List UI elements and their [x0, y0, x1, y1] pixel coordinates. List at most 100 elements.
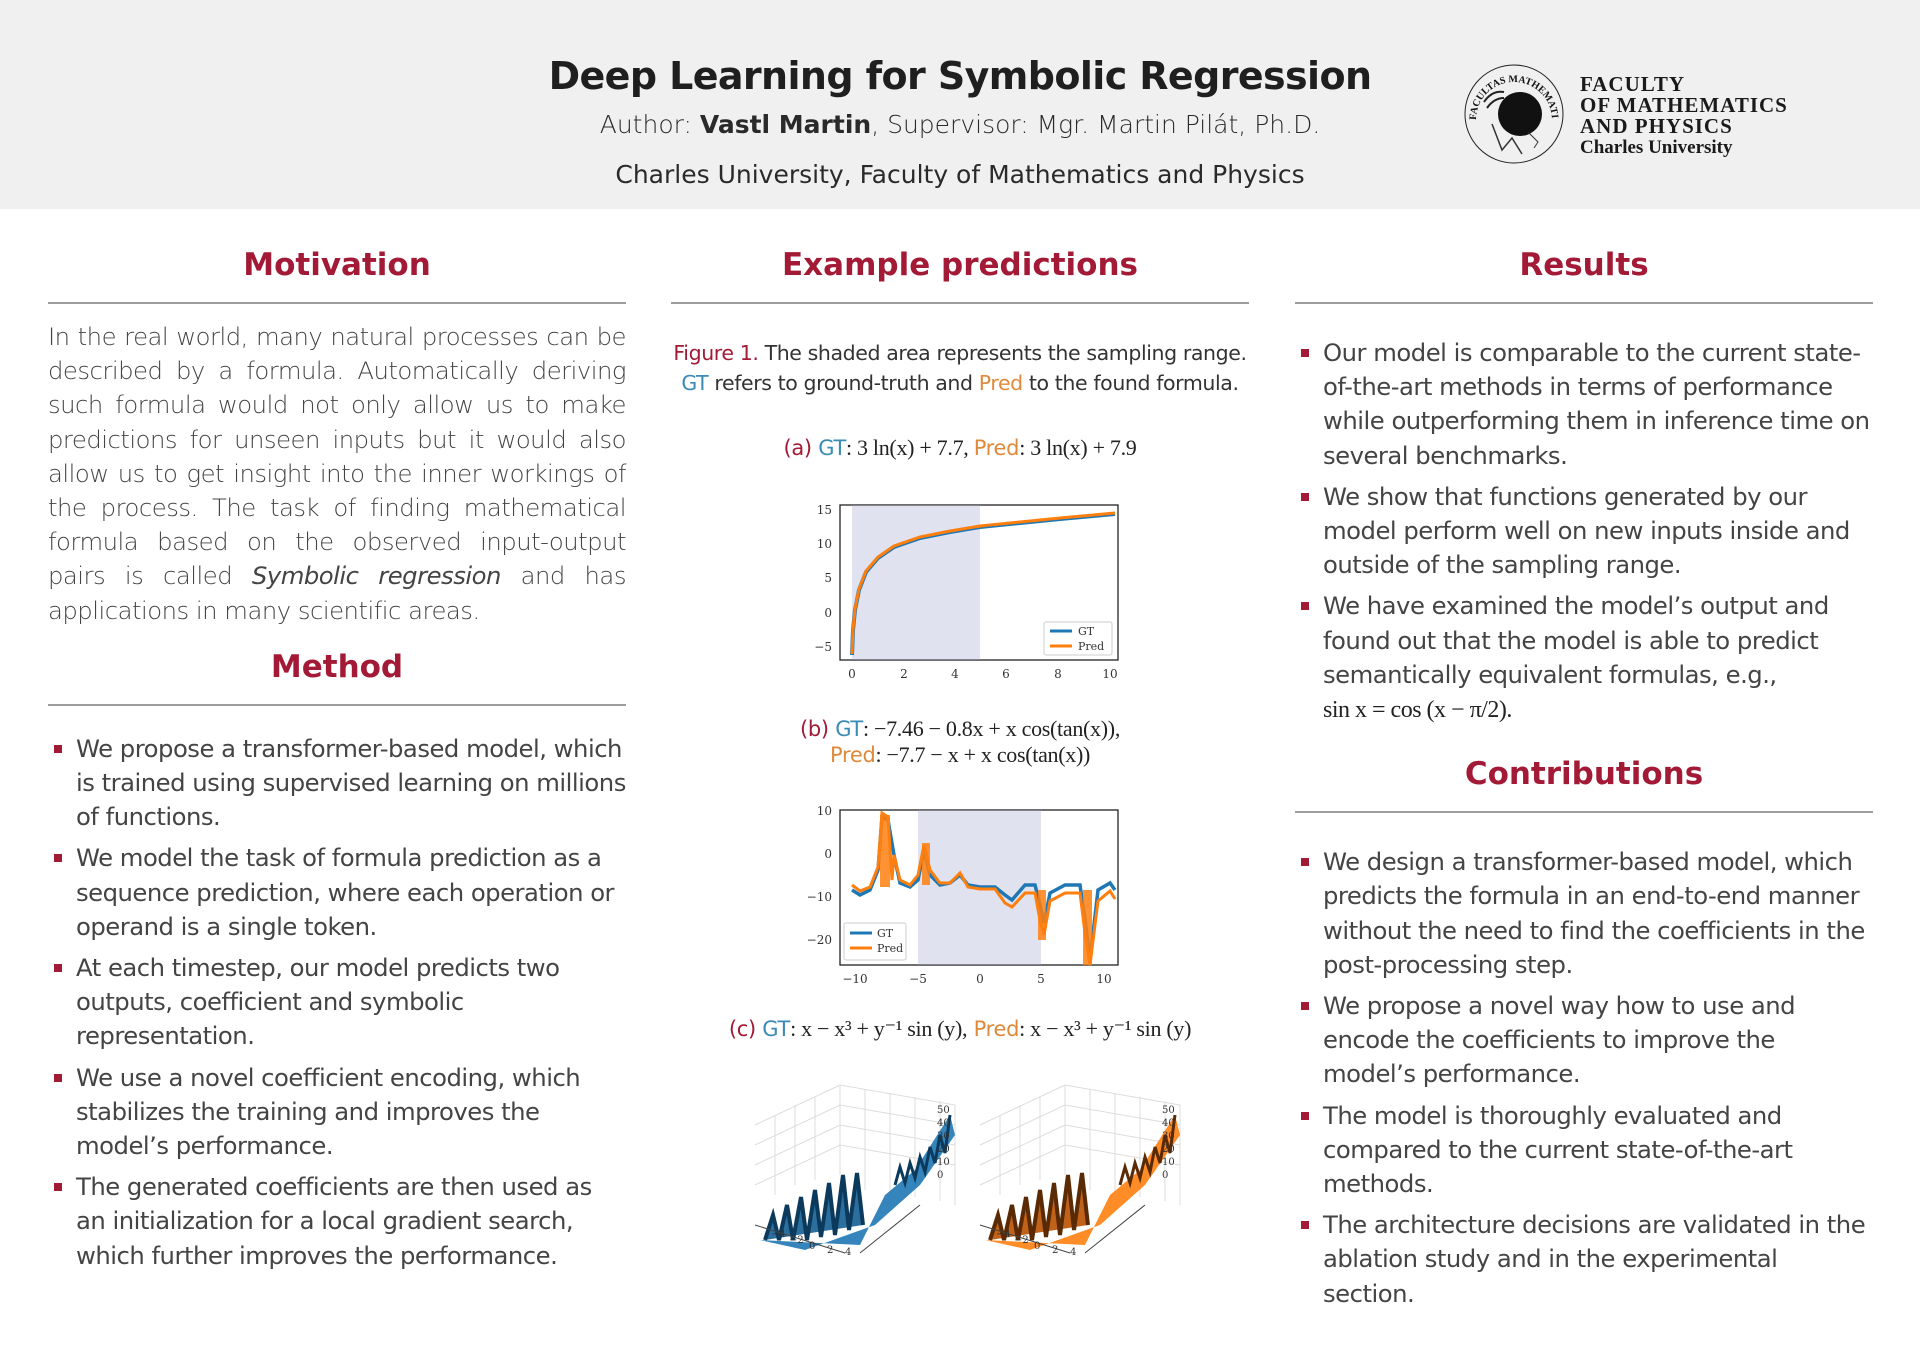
section-title-examples: Example predictions — [782, 247, 1138, 283]
affiliation: Charles University, Faculty of Mathemati… — [615, 160, 1305, 189]
section-title-motivation: Motivation — [243, 247, 431, 283]
results-list: Our model is comparable to the current s… — [1295, 336, 1873, 727]
svg-text:5: 5 — [824, 571, 832, 585]
subcaption-c: (c) GT: x − x³ + y⁻¹ sin (y), Pred: x − … — [728, 1016, 1192, 1041]
svg-text:0: 0 — [937, 1170, 943, 1181]
bullet-square-icon — [54, 1073, 62, 1082]
bullet-square-icon — [1301, 1221, 1309, 1230]
column-left: Motivation In the real world, many natur… — [48, 240, 627, 1280]
bullet-square-icon — [1301, 349, 1309, 357]
svg-text:6: 6 — [1002, 667, 1010, 681]
list-item: Our model is comparable to the current s… — [1295, 336, 1873, 473]
svg-text:2: 2 — [1052, 1245, 1058, 1255]
section-title-contributions: Contributions — [1464, 756, 1704, 793]
chart-b-oscillating: 10 0 −10 −20 −10 −5 0 5 10 GT Pred — [807, 804, 1119, 986]
motivation-text: In the real world, many natural processe… — [48, 322, 627, 625]
svg-text:4: 4 — [1070, 1247, 1076, 1255]
bullet-square-icon — [54, 854, 62, 863]
chart-c-gt-surface: −4−2 0 2 4 50 40 30 20 10 0 — [754, 1084, 956, 1255]
equivalence-equation: sin x = cos (x − π/2). — [1323, 697, 1512, 724]
list-item: We use a novel coefficient encoding, whi… — [48, 1061, 626, 1164]
svg-text:0: 0 — [848, 667, 856, 681]
svg-text:2: 2 — [900, 667, 908, 681]
faculty-logo-text: FACULTY OF MATHEMATICS AND PHYSICS Charl… — [1580, 72, 1788, 159]
faculty-seal-icon: FACULTAS MATHEMATICA PHYSICAQUE — [1462, 62, 1564, 164]
bullet-square-icon — [54, 964, 62, 973]
svg-text:−20: −20 — [807, 933, 832, 947]
svg-text:15: 15 — [817, 503, 832, 517]
svg-text:−5: −5 — [909, 972, 927, 986]
section-divider — [671, 302, 1249, 304]
svg-text:40: 40 — [937, 1118, 950, 1129]
subcaption-b: (b) GT: −7.46 − 0.8x + x cos(tan(x)), Pr… — [799, 716, 1121, 767]
svg-text:5: 5 — [1037, 972, 1045, 986]
chart-c-pred-surface: −4−2 0 2 4 50 40 30 20 10 0 — [979, 1084, 1181, 1255]
svg-text:20: 20 — [937, 1144, 950, 1155]
author-name: Vastl Martin — [699, 110, 872, 139]
svg-text:30: 30 — [1162, 1131, 1175, 1142]
svg-text:0: 0 — [1162, 1170, 1168, 1181]
svg-text:10: 10 — [937, 1157, 950, 1168]
svg-text:GT: GT — [877, 927, 894, 940]
contributions-list: We design a transformer-based model, whi… — [1295, 845, 1873, 1311]
poster-title: Deep Learning for Symbolic Regression — [548, 54, 1372, 98]
svg-text:0: 0 — [1034, 1241, 1040, 1252]
section-divider — [1295, 811, 1873, 814]
poster-header: Deep Learning for Symbolic Regression Au… — [0, 0, 1920, 209]
section-divider — [48, 703, 626, 706]
svg-text:4: 4 — [951, 667, 959, 681]
svg-text:−2: −2 — [1014, 1235, 1029, 1246]
list-item: The generated coefficients are then used… — [48, 1170, 626, 1273]
svg-text:0: 0 — [824, 606, 832, 620]
svg-text:−2: −2 — [789, 1235, 804, 1246]
svg-text:10: 10 — [817, 804, 832, 818]
svg-text:−5: −5 — [814, 640, 832, 654]
svg-text:30: 30 — [937, 1131, 950, 1142]
bullet-square-icon — [1301, 492, 1309, 501]
svg-text:50: 50 — [1162, 1105, 1175, 1116]
svg-text:0: 0 — [824, 847, 832, 861]
bullet-square-icon — [1301, 1002, 1309, 1011]
svg-text:10: 10 — [1096, 972, 1111, 986]
svg-text:−10: −10 — [842, 972, 867, 986]
list-item: We show that functions generated by our … — [1295, 480, 1873, 583]
figure-caption: Figure 1. The shaded area represents the… — [673, 341, 1247, 395]
svg-text:−4: −4 — [771, 1229, 786, 1240]
svg-text:0: 0 — [976, 972, 984, 986]
svg-text:10: 10 — [1102, 667, 1117, 681]
bullet-square-icon — [1301, 602, 1309, 611]
section-title-method: Method — [270, 648, 404, 685]
pred-line — [850, 511, 1116, 655]
supervisor: , Supervisor: Mgr. Martin Pilát, Ph.D. — [871, 110, 1321, 139]
list-item: We model the task of formula prediction … — [48, 841, 626, 944]
list-item: We propose a transformer-based model, wh… — [48, 732, 626, 835]
column-middle: Example predictions Figure 1. The shaded… — [671, 240, 1249, 461]
bullet-square-icon — [54, 744, 62, 753]
author-prefix: Author: — [599, 110, 700, 139]
subcaption-a: (a) GT: 3 ln(x) + 7.7, Pred: 3 ln(x) + 7… — [783, 435, 1137, 460]
svg-text:4: 4 — [845, 1247, 851, 1255]
bullet-square-icon — [1301, 1111, 1309, 1120]
chart-a-log: 15 10 5 0 −5 0 2 4 6 8 10 GT Pred — [814, 503, 1119, 681]
svg-text:GT: GT — [1078, 625, 1095, 638]
bullet-square-icon — [54, 1183, 62, 1192]
bullet-square-icon — [1301, 858, 1309, 867]
svg-text:−10: −10 — [807, 890, 832, 904]
list-item: We propose a novel way how to use and en… — [1295, 989, 1873, 1092]
svg-text:10: 10 — [817, 537, 832, 551]
list-item: At each timestep, our model predicts two… — [48, 951, 626, 1054]
svg-text:50: 50 — [937, 1105, 950, 1116]
svg-text:−4: −4 — [996, 1229, 1011, 1240]
section-divider — [1295, 302, 1873, 304]
list-item: The model is thoroughly evaluated and co… — [1295, 1099, 1873, 1202]
author-line: Author: Vastl Martin, Supervisor: Mgr. M… — [540, 110, 1380, 139]
svg-text:10: 10 — [1162, 1157, 1175, 1168]
column-right: Results Our model is comparable to the c… — [1295, 240, 1873, 1318]
section-title-results: Results — [1519, 247, 1649, 283]
section-divider — [48, 302, 626, 304]
svg-text:0: 0 — [809, 1241, 815, 1252]
svg-text:Pred: Pred — [877, 942, 903, 955]
svg-text:8: 8 — [1054, 667, 1062, 681]
svg-text:40: 40 — [1162, 1118, 1175, 1129]
svg-text:2: 2 — [827, 1245, 833, 1255]
